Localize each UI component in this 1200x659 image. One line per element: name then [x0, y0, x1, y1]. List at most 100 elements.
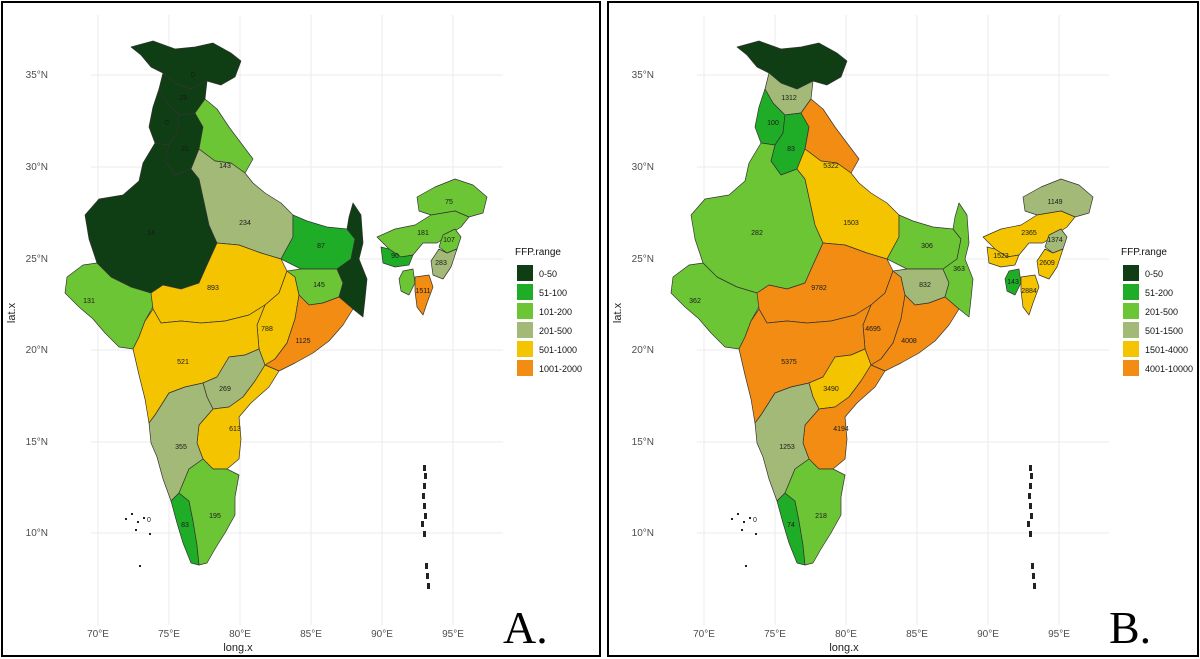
map-a-region-jammu-kashmir: [130, 40, 242, 90]
map-b-legend-label: 51-200: [1145, 288, 1173, 298]
map-a-andaman-island: [424, 473, 427, 479]
map-a-x-tick-label: 80°E: [229, 629, 251, 640]
map-a-region-arunachal-pradesh: [416, 178, 488, 218]
map-b-region-value-bihar: 306: [921, 243, 933, 250]
map-a-region-tripura: [398, 268, 416, 296]
map-b-legend-label: 0-50: [1145, 269, 1163, 279]
map-a-svg: 70°E 75°E 80°E 85°E 90°E 95°E 35°N 30°N 25°N 20°N…: [6, 15, 582, 654]
map-b-panel-letter: B.: [1109, 602, 1151, 653]
map-a-legend-swatch: [517, 303, 533, 319]
map-a-panel-letter: A.: [503, 602, 548, 653]
map-a-x-tick-label: 90°E: [371, 629, 393, 640]
map-b-y-tick-label: 25°N: [632, 254, 654, 265]
map-b-x-tick-label: 85°E: [906, 629, 928, 640]
map-b-legend-label: 1501-4000: [1145, 345, 1188, 355]
map-a-region-manipur: [430, 248, 458, 280]
map-a-region-tamil-nadu: [178, 458, 240, 566]
map-b-region-tripura: [1004, 268, 1022, 296]
map-a-andaman-island: [424, 513, 427, 519]
map-panel-a: 70°E 75°E 80°E 85°E 90°E 95°E 35°N 30°N 25°N 20°N…: [1, 1, 601, 657]
map-b-region-tamil-nadu: [784, 458, 846, 566]
map-a-legend-label: 101-200: [539, 307, 572, 317]
map-b-x-tick-label: 90°E: [977, 629, 999, 640]
map-b-regions: 1312 100 83 282 5322 1503 362 9782 4695 5375 306 83…: [670, 40, 1094, 566]
map-b-region-value-manipur: 2609: [1039, 260, 1055, 267]
map-a-region-value-lakshadweep: 0: [147, 517, 151, 524]
map-b-legend-title: FFP.range: [1121, 247, 1167, 258]
map-a-legend-label: 1001-2000: [539, 364, 582, 374]
map-b-region-value-assam: 2365: [1021, 230, 1037, 237]
map-b-region-value-tripura: 143: [1007, 279, 1019, 286]
map-a-legend-swatch: [517, 360, 533, 376]
map-a-andaman-island: [425, 563, 428, 569]
map-b-region-manipur: [1036, 248, 1064, 280]
map-b-legend-swatch: [1123, 360, 1139, 376]
map-b-region-value-chhattisgarh: 4695: [865, 326, 881, 333]
map-b-region-value-jharkhand: 832: [919, 282, 931, 289]
map-b-legend-swatch: [1123, 322, 1139, 338]
map-b-region-value-gujarat: 362: [689, 298, 701, 305]
map-a-region-value-meghalaya: 90: [391, 253, 399, 260]
map-a-region-value-rajasthan: 14: [147, 230, 155, 237]
map-b-y-tick-label: 35°N: [632, 70, 654, 81]
map-a-legend-title: FFP.range: [515, 247, 561, 258]
map-b-lakshadweep-island: [745, 565, 747, 567]
map-a-region-value-punjab: 0: [165, 120, 169, 127]
map-b-region-value-arunachal-pradesh: 1149: [1047, 199, 1062, 206]
map-b-region-value-andhra-pradesh: 4194: [833, 426, 849, 433]
map-a-region-value-arunachal-pradesh: 75: [445, 199, 453, 206]
map-panel-b: 70°E 75°E 80°E 85°E 90°E 95°E 35°N 30°N 25°N 20°N…: [607, 1, 1199, 657]
map-a-region-value-assam: 181: [417, 230, 429, 237]
map-b-svg: 70°E 75°E 80°E 85°E 90°E 95°E 35°N 30°N 25°N 20°N…: [612, 15, 1193, 654]
map-a-y-tick-label: 15°N: [26, 437, 48, 448]
map-a-region-value-tamil-nadu: 195: [209, 513, 221, 520]
map-a-region-value-mizoram: 1511: [415, 288, 430, 295]
map-b-region-mizoram: [1020, 274, 1040, 316]
map-b-lakshadweep-island: [749, 517, 751, 519]
map-b-andaman-island: [1030, 473, 1033, 479]
map-b-region-odisha: [870, 294, 960, 372]
map-b-region-value-west-bengal: 363: [953, 266, 965, 273]
map-a-region-mizoram: [414, 274, 434, 316]
map-a-region-value-maharashtra: 521: [177, 359, 189, 366]
map-b-region-value-mizoram: 2884: [1021, 288, 1037, 295]
map-b-region-value-lakshadweep: 0: [753, 517, 757, 524]
map-b-region-meghalaya: [986, 246, 1020, 268]
map-b-legend-swatch: [1123, 265, 1139, 281]
map-a-andaman-island: [421, 521, 424, 527]
map-a-region-value-gujarat: 131: [83, 298, 95, 305]
map-b-region-arunachal-pradesh: [1022, 178, 1094, 218]
map-a-andaman-island: [422, 493, 425, 499]
map-a-region-value-himachal-pradesh: 23: [179, 95, 187, 102]
map-a-legend-label: 51-100: [539, 288, 567, 298]
map-b-region-value-odisha: 4008: [901, 338, 917, 345]
map-a-region-value-karnataka: 355: [175, 444, 187, 451]
map-a-region-value-jharkhand: 145: [313, 282, 325, 289]
map-b-region-karnataka: [754, 382, 820, 502]
map-b-region-value-punjab: 100: [767, 120, 779, 127]
map-a-region-value-andhra-pradesh: 613: [229, 426, 241, 433]
map-a-y-tick-label: 20°N: [26, 345, 48, 356]
map-a-region-value-bihar: 87: [317, 243, 325, 250]
map-a-x-tick-label: 95°E: [442, 629, 464, 640]
map-a-lakshadweep-island: [149, 533, 151, 535]
map-b-lakshadweep-island: [731, 518, 733, 520]
map-b-x-tick-label: 80°E: [835, 629, 857, 640]
map-b-andaman-island: [1029, 483, 1032, 489]
map-b-legend-label: 4001-10000: [1145, 364, 1193, 374]
map-a-lakshadweep-island: [125, 518, 127, 520]
map-b-region-value-telangana: 3490: [823, 386, 839, 393]
map-b-legend-label: 501-1500: [1145, 326, 1183, 336]
map-b-y-tick-label: 30°N: [632, 162, 654, 173]
map-a-region-value-kerala: 83: [181, 522, 189, 529]
map-a-lakshadweep-island: [139, 565, 141, 567]
map-b-andaman-island: [1029, 503, 1032, 509]
map-a-legend-label: 201-500: [539, 326, 572, 336]
map-a-lakshadweep-island: [137, 521, 139, 523]
map-b-region-value-himachal-pradesh: 1312: [781, 95, 797, 102]
map-b-region-west-bengal: [942, 202, 974, 318]
map-a-region-value-odisha: 1125: [295, 338, 310, 345]
map-a-legend-swatch: [517, 341, 533, 357]
map-b-legend-label: 201-500: [1145, 307, 1178, 317]
map-a-region-meghalaya: [380, 246, 414, 268]
